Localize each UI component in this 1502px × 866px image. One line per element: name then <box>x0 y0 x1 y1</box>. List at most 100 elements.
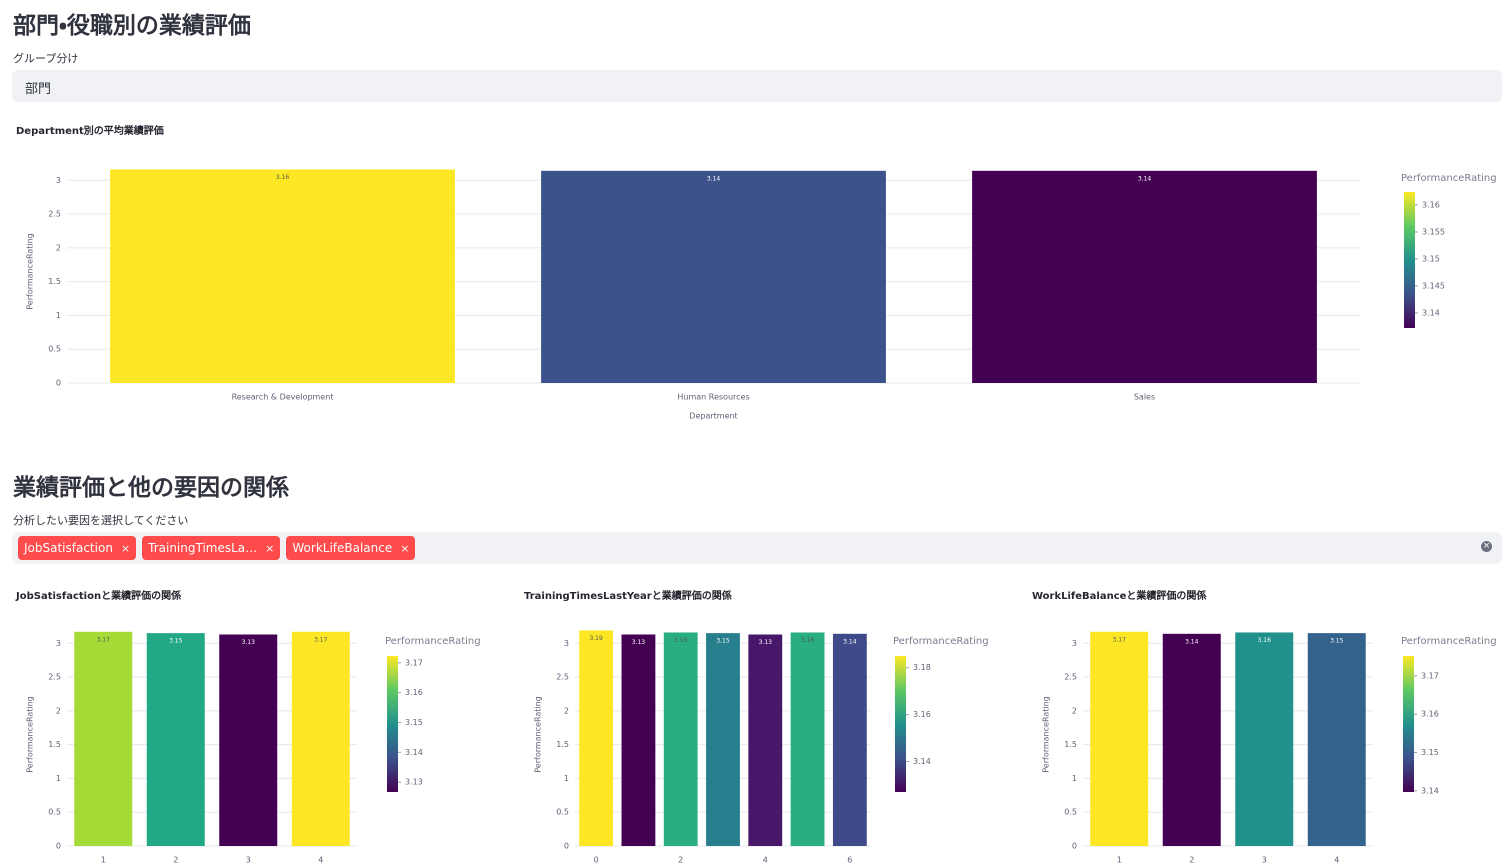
bar-value-label: 3.15 <box>169 638 183 645</box>
x-tick-label: 4 <box>763 856 768 865</box>
tag-text: WorkLifeBalance <box>292 541 393 555</box>
x-tick-label: 2 <box>173 856 178 865</box>
y-tick-label: 2.5 <box>48 210 61 219</box>
y-tick-label: 2 <box>56 243 61 252</box>
bar <box>706 633 740 846</box>
colorbar-title: PerformanceRating <box>385 636 481 647</box>
bar-value-label: 3.13 <box>759 639 773 646</box>
colorbar-tick-label: 3.16 <box>1421 710 1439 719</box>
colorbar-title: PerformanceRating <box>1401 173 1497 184</box>
y-tick-label: 0.5 <box>1064 808 1077 817</box>
bar <box>291 631 350 846</box>
tag-text: JobSatisfaction <box>24 541 113 555</box>
bar <box>74 631 133 846</box>
y-tick-label: 0 <box>56 379 61 388</box>
colorbar-tick-label: 3.18 <box>913 663 931 672</box>
section-title: 業績評価と他の要因の関係 <box>13 475 289 501</box>
factor-multiselect[interactable]: JobSatisfaction × TrainingTimesLa… × WorkLif… <box>12 532 1502 564</box>
y-tick-label: 0.5 <box>48 345 61 354</box>
bar-value-label: 3.16 <box>1258 637 1272 644</box>
colorbar-tick-label: 3.14 <box>1422 308 1440 317</box>
y-tick-label: 3 <box>56 176 61 185</box>
bar <box>1307 633 1366 846</box>
bar-value-label: 3.14 <box>1138 175 1152 182</box>
colorbar-tick-label: 3.155 <box>1422 227 1445 236</box>
bar-value-label: 3.19 <box>589 635 603 642</box>
x-tick-label: 1 <box>101 856 106 865</box>
chart-title: TrainingTimesLastYearと業績評価の関係 <box>524 589 733 602</box>
bar-value-label: 3.13 <box>632 639 646 646</box>
y-tick-label: 3 <box>564 639 569 648</box>
chart-title: JobSatisfactionと業績評価の関係 <box>15 589 182 602</box>
y-tick-label: 0 <box>1072 842 1077 851</box>
bar-value-label: 3.16 <box>674 637 688 644</box>
y-tick-label: 2.5 <box>48 673 61 682</box>
group-select[interactable]: 部門 <box>12 70 1502 102</box>
colorbar <box>1403 656 1414 792</box>
y-tick-label: 1.5 <box>1064 740 1077 749</box>
y-tick-label: 3 <box>1072 639 1077 648</box>
factor-tag[interactable]: TrainingTimesLa… × <box>142 536 281 560</box>
x-tick-label: Human Resources <box>677 393 749 402</box>
bar-value-label: 3.16 <box>801 637 815 644</box>
x-tick-label: 3 <box>1262 856 1267 865</box>
chart: WorkLifeBalanceと業績評価の関係 0 0.5 1 1.5 2 2.5 3 Perf… <box>1032 589 1497 865</box>
tag-remove[interactable]: × <box>400 541 410 555</box>
bar-value-label: 3.15 <box>1330 638 1344 645</box>
tag-text: TrainingTimesLa… <box>148 541 258 555</box>
bar-value-label: 3.14 <box>843 638 857 645</box>
clear-button[interactable]: × <box>1481 541 1492 552</box>
bar <box>748 634 783 846</box>
multiselect-label: 分析したい要因を選択してください <box>13 514 189 527</box>
y-tick-label: 0.5 <box>48 808 61 817</box>
y-tick-label: 0.5 <box>556 808 569 817</box>
colorbar-tick-label: 3.145 <box>1422 281 1445 290</box>
colorbar-tick-label: 3.17 <box>1421 671 1439 680</box>
colorbar-tick-label: 3.14 <box>913 757 931 766</box>
bar <box>832 633 867 846</box>
select-label: グループ分け <box>13 52 79 65</box>
y-tick-label: 2 <box>1072 706 1077 715</box>
factor-tag[interactable]: JobSatisfaction × <box>18 536 137 560</box>
chart: JobSatisfactionと業績評価の関係 0 0.5 1 1.5 2 2.5 3 Perf… <box>15 589 481 865</box>
tag-remove[interactable]: × <box>265 541 275 555</box>
y-axis-title: PerformanceRating <box>534 696 543 773</box>
colorbar-title: PerformanceRating <box>1401 636 1497 647</box>
y-tick-label: 2 <box>564 706 569 715</box>
colorbar-tick-label: 3.15 <box>1421 748 1439 757</box>
bar-value-label: 3.17 <box>97 636 111 643</box>
bar <box>972 170 1317 383</box>
colorbar-tick-label: 3.14 <box>1421 786 1439 795</box>
bar <box>790 632 825 846</box>
tag-remove[interactable]: × <box>120 541 131 555</box>
x-axis-title: Department <box>689 412 737 421</box>
x-tick-label: 6 <box>847 856 852 865</box>
colorbar <box>387 656 398 792</box>
chart: Department別の平均業績評価 0 0.5 1 1.5 2 2.5 3 Performan… <box>16 124 1497 421</box>
factor-tag[interactable]: WorkLifeBalance × <box>286 536 416 560</box>
x-tick-label: 2 <box>1189 856 1194 865</box>
colorbar-tick-label: 3.16 <box>405 688 423 697</box>
bar <box>663 632 698 846</box>
y-tick-label: 1.5 <box>556 740 569 749</box>
bar <box>579 630 614 846</box>
y-tick-label: 2.5 <box>556 673 569 682</box>
x-tick-label: 4 <box>318 856 323 865</box>
bar-value-label: 3.16 <box>276 174 290 181</box>
y-axis-title: PerformanceRating <box>1042 696 1051 773</box>
bar-value-label: 3.13 <box>242 639 256 646</box>
x-tick-label: Sales <box>1134 393 1155 402</box>
y-tick-label: 1 <box>56 311 61 320</box>
chart-title: Department別の平均業績評価 <box>16 124 164 137</box>
bar <box>1090 631 1149 846</box>
y-tick-label: 2.5 <box>1064 673 1077 682</box>
bar <box>146 633 205 846</box>
x-tick-label: 2 <box>678 856 683 865</box>
y-tick-label: 0 <box>564 842 569 851</box>
y-tick-label: 0 <box>56 842 61 851</box>
colorbar-tick-label: 3.15 <box>405 718 423 727</box>
bar <box>541 170 886 383</box>
y-axis-title: PerformanceRating <box>26 233 35 310</box>
x-tick-label: 4 <box>1334 856 1339 865</box>
y-axis-title: PerformanceRating <box>26 696 35 773</box>
